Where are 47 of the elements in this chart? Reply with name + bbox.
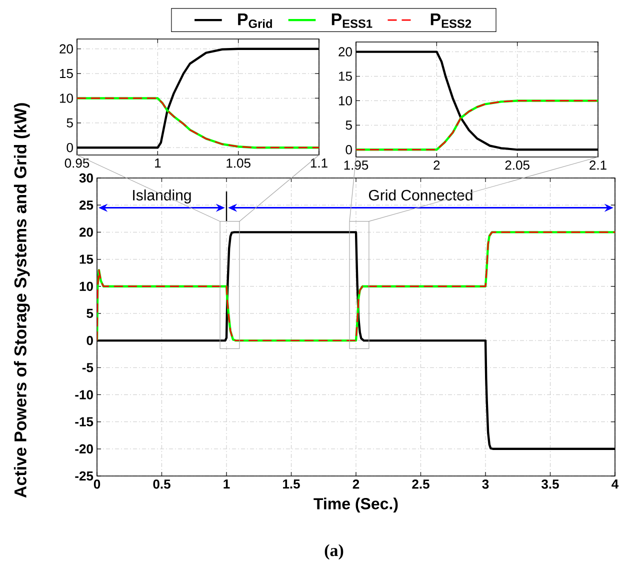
x-axis-title: Time (Sec.)	[314, 498, 398, 513]
y-tick-label: 30	[79, 173, 93, 183]
x-tick-label: 0.95	[64, 158, 90, 168]
x-tick-label: 1.5	[283, 480, 300, 489]
x-tick-label: 1	[224, 480, 230, 488]
y-tick-label: -20	[75, 444, 93, 454]
legend-label: P$_{ESS2}$	[430, 13, 472, 28]
x-tick-label: 2	[352, 480, 360, 489]
y-tick-label: 5	[346, 120, 352, 130]
x-tick-label: 3.5	[542, 480, 559, 489]
y-tick-label: 10	[338, 96, 352, 106]
y-tick-label: 15	[60, 69, 73, 78]
y-tick-label: 0	[86, 336, 93, 346]
y-tick-label: 10	[60, 94, 73, 103]
x-tick-label: 2.5	[412, 480, 430, 489]
y-tick-label: -5	[82, 363, 94, 372]
y-tick-label: -15	[75, 417, 94, 426]
x-tick-label: 1.05	[226, 158, 250, 168]
x-tick-label: 1.95	[344, 160, 368, 170]
y-tick-label: 5	[66, 118, 73, 128]
x-tick-label: 0	[94, 480, 100, 489]
x-tick-label: 2	[434, 160, 440, 170]
legend-label: P$_{ESS1}$	[332, 13, 372, 28]
legend-label: P$_{Grid}$	[238, 13, 272, 28]
x-tick-label: 2.05	[505, 160, 530, 170]
y-tick-label: -10	[75, 390, 93, 400]
y-tick-label: 20	[338, 47, 352, 56]
y-tick-label: 25	[79, 200, 94, 210]
x-tick-label: 1.1	[310, 158, 328, 168]
y-tick-label: 0	[346, 145, 352, 154]
x-tick-label: 1	[155, 158, 161, 168]
y-tick-label: -25	[75, 471, 94, 481]
text: (a)	[324, 544, 344, 560]
y-axis-title: Active Powers of Storage Systems and Grid (kW)	[14, 103, 30, 498]
annotation: Islanding	[133, 189, 191, 204]
y-tick-label: 0	[66, 142, 73, 152]
y-tick-label: 10	[80, 282, 93, 291]
y-tick-label: 15	[80, 254, 94, 264]
annotation: Grid Connected	[368, 189, 472, 200]
y-tick-label: 20	[79, 228, 93, 237]
y-tick-label: 20	[60, 44, 73, 54]
y-tick-label: 5	[86, 308, 94, 318]
x-tick-label: 3	[482, 480, 489, 489]
y-tick-label: 15	[338, 72, 352, 81]
x-tick-label: 2.1	[590, 160, 606, 170]
x-tick-label: 4	[612, 480, 619, 488]
x-tick-label: 0.5	[153, 480, 170, 489]
